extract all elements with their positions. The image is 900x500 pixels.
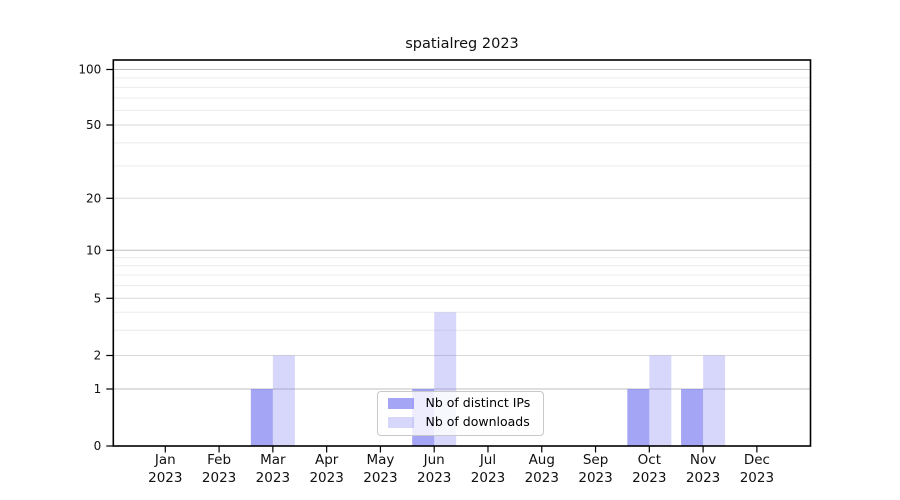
legend-item-distinct-ips: Nb of distinct IPs [378, 394, 543, 413]
x-tick-label-year-jul: 2023 [471, 470, 505, 486]
bar-downloads-mar [272, 355, 295, 446]
x-tick-label-month-jul: Jul [479, 452, 496, 468]
x-tick-label-month-may: May [366, 452, 394, 468]
x-tick-label-month-mar: Mar [260, 452, 286, 468]
legend-label-downloads: Nb of downloads [425, 414, 530, 430]
y-tick-label-10: 10 [86, 244, 101, 258]
x-tick-label-year-apr: 2023 [309, 470, 343, 486]
bar-distinct-ips-oct [627, 389, 650, 446]
downloads-swatch [387, 417, 414, 428]
y-tick-label-100: 100 [78, 63, 101, 77]
x-tick-label-year-nov: 2023 [686, 470, 720, 486]
y-tick-label-0: 0 [94, 439, 102, 453]
x-tick-label-year-may: 2023 [363, 470, 397, 486]
x-tick-label-month-dec: Dec [744, 452, 770, 468]
bar-distinct-ips-nov [681, 389, 704, 446]
bar-downloads-nov [703, 355, 726, 446]
y-tick-label-50: 50 [86, 118, 101, 132]
legend-item-downloads: Nb of downloads [378, 413, 543, 432]
bar-distinct-ips-mar [250, 389, 273, 446]
x-tick-label-year-aug: 2023 [525, 470, 559, 486]
legend-label-distinct-ips: Nb of distinct IPs [425, 395, 531, 411]
y-tick-label-1: 1 [94, 382, 102, 396]
x-tick-label-year-feb: 2023 [202, 470, 236, 486]
bar-downloads-oct [649, 355, 672, 446]
x-tick-label-month-oct: Oct [638, 452, 661, 468]
x-tick-label-month-feb: Feb [207, 452, 231, 468]
x-tick-label-year-jun: 2023 [417, 470, 451, 486]
x-tick-label-year-dec: 2023 [740, 470, 774, 486]
x-tick-label-month-sep: Sep [583, 452, 608, 468]
x-tick-label-month-nov: Nov [690, 452, 716, 468]
distinct-ips-swatch [387, 398, 414, 409]
y-tick-label-2: 2 [94, 349, 102, 363]
x-tick-label-month-aug: Aug [529, 452, 555, 468]
x-tick-label-year-sep: 2023 [578, 470, 612, 486]
y-tick-label-5: 5 [94, 292, 102, 306]
x-tick-label-month-apr: Apr [315, 452, 339, 468]
x-tick-label-year-oct: 2023 [632, 470, 666, 486]
x-tick-label-month-jun: Jun [423, 452, 445, 468]
plot-frame [112, 59, 812, 447]
chart-title: spatialreg 2023 [405, 36, 519, 52]
y-tick-label-20: 20 [86, 192, 101, 206]
x-tick-label-year-jan: 2023 [148, 470, 182, 486]
legend-box: Nb of distinct IPs Nb of downloads [376, 390, 544, 436]
x-tick-label-month-jan: Jan [154, 452, 176, 468]
x-tick-label-year-mar: 2023 [256, 470, 290, 486]
